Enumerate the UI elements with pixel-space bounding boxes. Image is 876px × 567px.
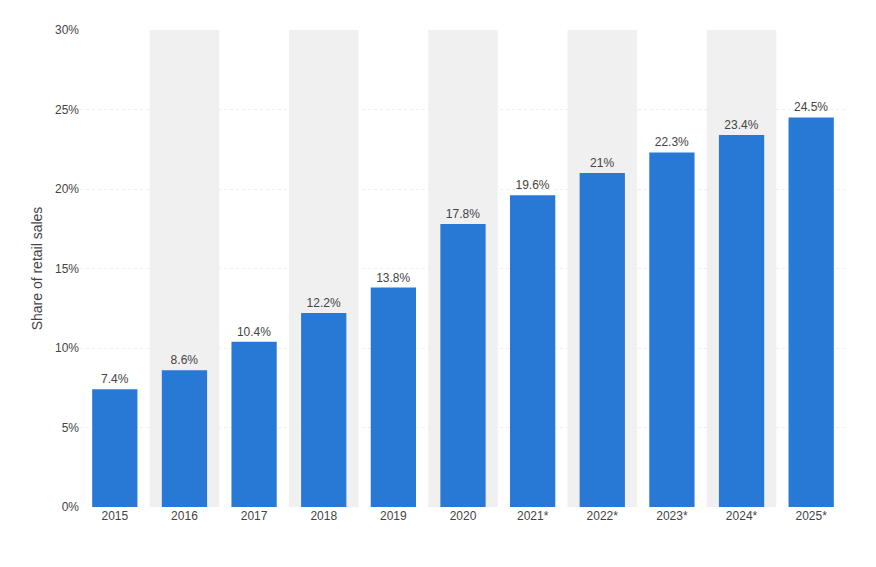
svg-text:Share of retail sales: Share of retail sales	[29, 207, 45, 331]
svg-text:2022*: 2022*	[587, 509, 619, 523]
svg-text:23.4%: 23.4%	[724, 118, 758, 132]
svg-text:2016: 2016	[171, 509, 198, 523]
svg-text:2023*: 2023*	[656, 509, 688, 523]
svg-text:8.6%: 8.6%	[171, 353, 199, 367]
svg-text:24.5%: 24.5%	[794, 100, 828, 114]
svg-text:5%: 5%	[62, 421, 80, 435]
svg-text:15%: 15%	[55, 262, 79, 276]
svg-text:2019: 2019	[380, 509, 407, 523]
svg-text:0%: 0%	[62, 500, 80, 514]
svg-text:20%: 20%	[55, 182, 79, 196]
svg-text:30%: 30%	[55, 23, 79, 37]
svg-text:22.3%: 22.3%	[655, 135, 689, 149]
svg-text:2018: 2018	[310, 509, 337, 523]
svg-text:17.8%: 17.8%	[446, 207, 480, 221]
svg-text:10.4%: 10.4%	[237, 325, 271, 339]
svg-text:13.8%: 13.8%	[376, 271, 410, 285]
svg-text:10%: 10%	[55, 341, 79, 355]
svg-text:2017: 2017	[241, 509, 268, 523]
svg-text:21%: 21%	[590, 156, 614, 170]
svg-text:2021*: 2021*	[517, 509, 549, 523]
svg-text:25%: 25%	[55, 103, 79, 117]
svg-text:19.6%: 19.6%	[515, 178, 549, 192]
svg-text:2025*: 2025*	[795, 509, 827, 523]
svg-text:12.2%: 12.2%	[307, 296, 341, 310]
svg-text:2015: 2015	[101, 509, 128, 523]
svg-text:2020: 2020	[450, 509, 477, 523]
svg-text:2024*: 2024*	[726, 509, 758, 523]
svg-text:7.4%: 7.4%	[101, 372, 129, 386]
